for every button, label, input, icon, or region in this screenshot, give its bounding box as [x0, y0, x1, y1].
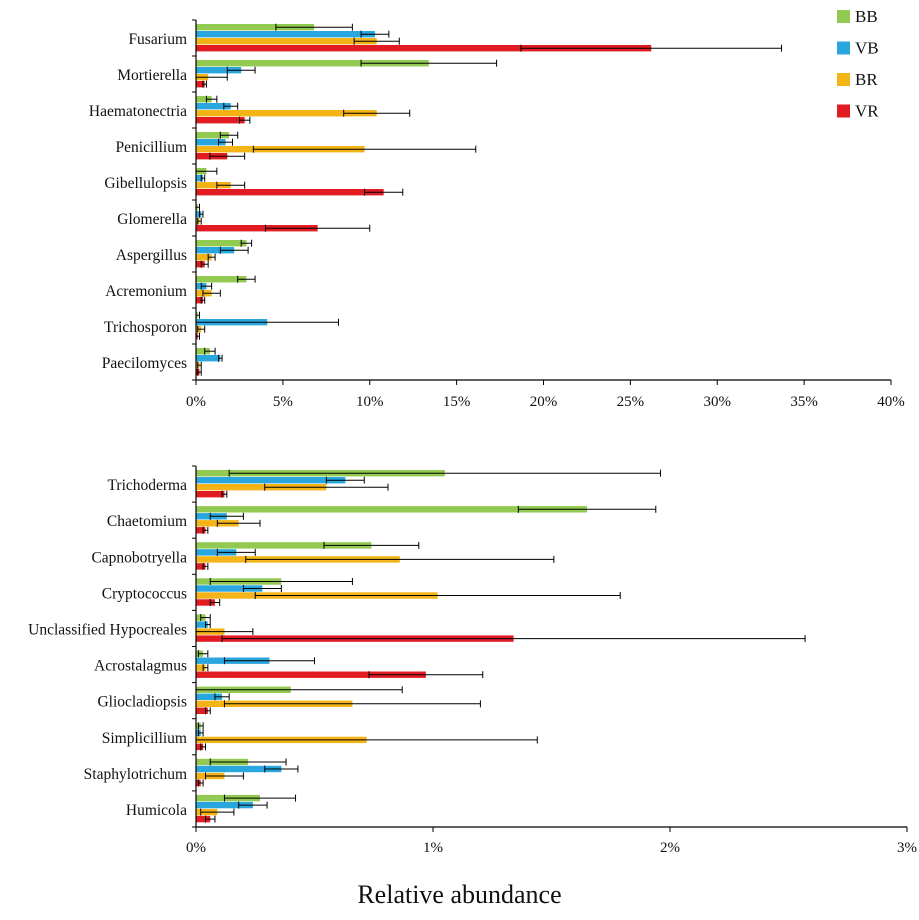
category-label-acrostalagmus: Acrostalagmus — [94, 658, 187, 675]
x-tick-label: 15% — [443, 394, 471, 410]
bar-bb-fusarium — [196, 24, 315, 31]
x-tick-label: 3% — [897, 840, 917, 856]
legend-swatch-vb — [837, 41, 850, 55]
bar-bb-capnobotryella — [196, 542, 372, 549]
bar-vr-capnobotryella — [196, 563, 206, 570]
x-tick-label: 0% — [186, 840, 206, 856]
bar-vb-capnobotryella — [196, 549, 237, 556]
chart-panel-2: Trichoderma Chaetomium Capnobotryella Crypt… — [28, 465, 917, 856]
bar-vb-staphylotrichum — [196, 765, 282, 773]
x-axis-title: Relative abundance — [357, 880, 562, 909]
category-label-haematonectria: Haematonectria — [89, 103, 187, 120]
bar-vb-cryptococcus — [196, 585, 263, 592]
bar-bb-aspergillus — [196, 240, 247, 247]
category-label-gibellulopsis: Gibellulopsis — [104, 175, 187, 192]
category-label-simplicillium: Simplicillium — [102, 730, 187, 747]
bar-bb-haematonectria — [196, 96, 212, 103]
category-label-paecilomyces: Paecilomyces — [102, 355, 187, 372]
x-tick-label: 40% — [877, 394, 905, 410]
bar-bb-mortierella — [196, 60, 429, 67]
bar-br-haematonectria — [196, 110, 377, 117]
legend-label-br: BR — [855, 70, 878, 89]
bar-bb-paecilomyces — [196, 348, 210, 355]
bar-vr-haematonectria — [196, 117, 245, 124]
bar-bb-penicillium — [196, 132, 230, 139]
category-label-aspergillus: Aspergillus — [116, 247, 187, 264]
category-label-chaetomium: Chaetomium — [107, 513, 187, 530]
category-label-trichosporon: Trichosporon — [104, 319, 187, 336]
bar-vr-mortierella — [196, 81, 205, 88]
bar-vr-glomerella — [196, 225, 318, 232]
category-label-penicillium: Penicillium — [116, 139, 187, 156]
x-tick-label: 10% — [356, 394, 384, 410]
category-label-fusarium: Fusarium — [128, 31, 187, 48]
legend-swatch-bb — [837, 10, 850, 23]
bar-vr-aspergillus — [196, 261, 205, 268]
chart-panel-1: Fusarium Mortierella Haematonectria Penicil… — [89, 19, 905, 410]
x-tick-label: 35% — [790, 394, 818, 410]
bar-br-fusarium — [196, 38, 377, 45]
bar-vb-unclassified-hypocreales — [196, 621, 208, 628]
bar-vb-penicillium — [196, 139, 226, 146]
bar-br-trichoderma — [196, 484, 327, 491]
bar-vb-gibellulopsis — [196, 175, 203, 182]
bar-vb-glomerella — [196, 211, 202, 218]
bar-vr-fusarium — [196, 45, 652, 52]
bar-vr-simplicillium — [196, 743, 204, 751]
x-tick-label: 20% — [530, 394, 558, 410]
bar-bb-acremonium — [196, 276, 247, 283]
category-label-humicola: Humicola — [126, 802, 187, 819]
x-tick-label: 1% — [423, 840, 443, 856]
category-label-gliocladiopsis: Gliocladiopsis — [97, 694, 187, 711]
bar-vr-trichoderma — [196, 491, 225, 498]
legend-label-vr: VR — [855, 102, 879, 121]
category-label-glomerella: Glomerella — [117, 211, 187, 228]
category-label-unclassified-hypocreales: Unclassified Hypocreales — [28, 621, 187, 638]
category-label-capnobotryella: Capnobotryella — [91, 549, 187, 566]
bar-vb-gliocladiopsis — [196, 693, 223, 700]
bar-vb-trichoderma — [196, 477, 346, 484]
bar-vb-mortierella — [196, 67, 242, 74]
legend-swatch-vr — [837, 104, 850, 118]
x-tick-label: 0% — [186, 394, 206, 410]
x-tick-label: 5% — [273, 394, 293, 410]
bar-vr-gibellulopsis — [196, 189, 384, 196]
bar-bb-chaetomium — [196, 506, 588, 513]
bar-vr-humicola — [196, 815, 211, 823]
bar-vr-gliocladiopsis — [196, 707, 208, 714]
bar-vb-humicola — [196, 801, 253, 809]
x-tick-label: 2% — [660, 840, 680, 856]
category-label-trichoderma: Trichoderma — [108, 477, 188, 494]
bar-vb-fusarium — [196, 31, 375, 38]
legend: BB VB BR VR — [837, 7, 879, 121]
bar-br-gibellulopsis — [196, 182, 231, 189]
legend-label-bb: BB — [855, 7, 878, 26]
category-label-cryptococcus: Cryptococcus — [102, 585, 187, 602]
bar-vr-acrostalagmus — [196, 671, 426, 678]
bar-vb-paecilomyces — [196, 355, 221, 362]
bar-vr-chaetomium — [196, 527, 206, 534]
legend-label-vb: VB — [855, 39, 879, 58]
bar-br-acrostalagmus — [196, 664, 206, 671]
bar-vr-acremonium — [196, 297, 203, 304]
bar-vr-cryptococcus — [196, 599, 215, 606]
legend-swatch-br — [837, 73, 850, 86]
category-label-mortierella: Mortierella — [117, 67, 187, 84]
category-label-staphylotrichum: Staphylotrichum — [84, 766, 187, 783]
x-tick-label: 25% — [617, 394, 645, 410]
x-tick-label: 30% — [704, 394, 732, 410]
bar-br-aspergillus — [196, 254, 212, 261]
bar-vb-aspergillus — [196, 247, 235, 254]
bar-vb-haematonectria — [196, 103, 231, 110]
category-label-acremonium: Acremonium — [105, 283, 187, 300]
